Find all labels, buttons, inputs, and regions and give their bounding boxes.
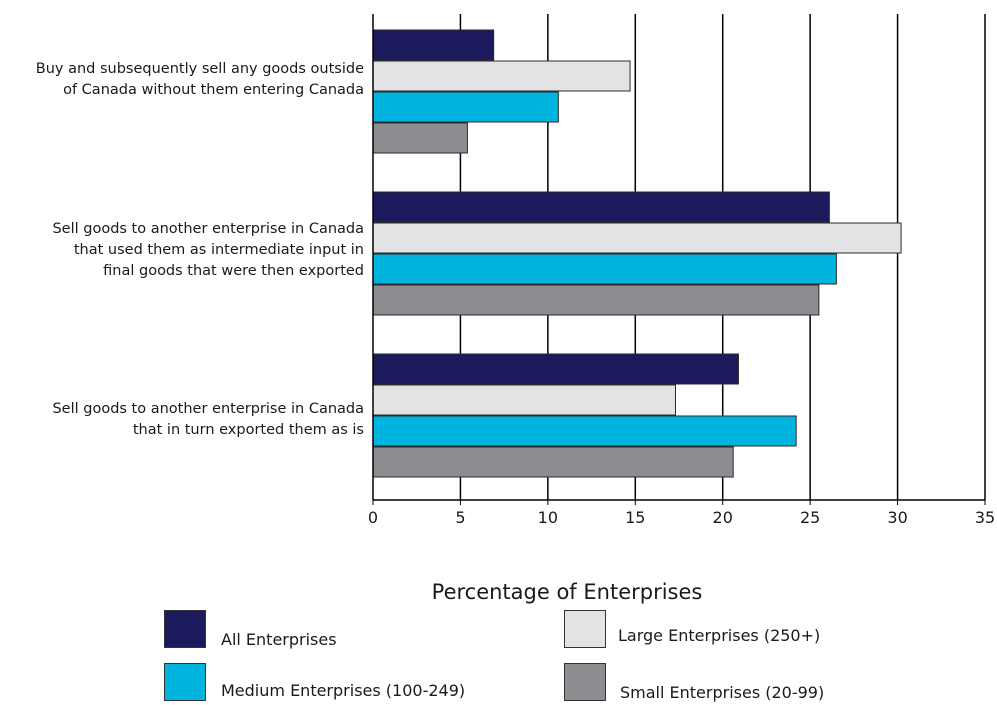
x-tick-label: 35 xyxy=(974,508,996,527)
bar xyxy=(372,60,631,92)
legend-label: Large Enterprises (250+) xyxy=(618,626,821,645)
x-tick-label: 15 xyxy=(625,508,646,527)
category-label: Buy and subsequently sell any goods outs… xyxy=(35,61,364,98)
x-axis-label: Percentage of Enterprises xyxy=(431,580,703,604)
legend-label: All Enterprises xyxy=(221,630,337,649)
bars xyxy=(372,29,902,478)
legend-swatch xyxy=(564,610,606,648)
bar xyxy=(372,222,902,254)
legend-label: Medium Enterprises (100-249) xyxy=(221,681,466,700)
bar xyxy=(372,415,797,447)
bar xyxy=(372,353,739,385)
legend-swatch xyxy=(564,663,606,701)
x-tick-label: 30 xyxy=(887,508,908,527)
bar xyxy=(372,384,677,416)
legend-label: Small Enterprises (20-99) xyxy=(620,683,825,702)
x-tick-label: 20 xyxy=(712,508,733,527)
bar xyxy=(372,446,734,478)
x-tick-label: 25 xyxy=(799,508,821,527)
x-tick-label: 5 xyxy=(455,508,466,527)
bar xyxy=(372,91,559,123)
x-ticks xyxy=(372,500,986,505)
legend-swatch xyxy=(164,663,206,701)
x-tick-label: 10 xyxy=(537,508,559,527)
bar xyxy=(372,191,830,223)
bar xyxy=(372,284,820,316)
x-tick-label: 0 xyxy=(367,508,379,527)
legend-swatch xyxy=(164,610,206,648)
category-label: Sell goods to another enterprise in Cana… xyxy=(52,220,364,279)
bar xyxy=(372,253,837,285)
category-label: Sell goods to another enterprise in Cana… xyxy=(52,401,364,438)
bar xyxy=(372,29,495,61)
bar xyxy=(372,122,468,154)
